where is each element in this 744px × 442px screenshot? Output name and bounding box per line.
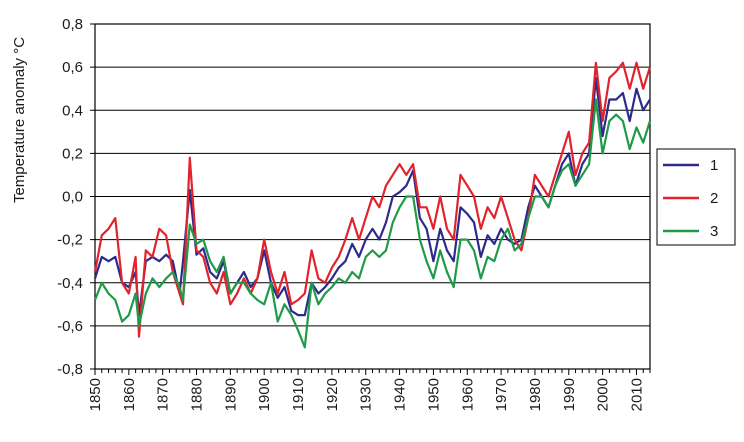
y-tick-label: 0,6: [62, 59, 83, 76]
x-tick-label: 1880: [189, 378, 206, 411]
x-tick-label: 1960: [459, 378, 476, 411]
y-tick-label: -0,2: [57, 232, 83, 249]
series-line-3: [93, 98, 652, 349]
x-tick-label: 1860: [121, 378, 138, 411]
y-tick-label: 0,4: [62, 102, 83, 119]
legend: 1 2 3: [656, 148, 736, 246]
x-tick-label: 1910: [290, 378, 307, 411]
y-tick-label: -0,4: [57, 275, 83, 292]
x-tick-label: 1970: [493, 378, 510, 411]
legend-label: 2: [710, 190, 718, 207]
series-lines: [93, 61, 652, 349]
y-tick-label: 0,2: [62, 145, 83, 162]
x-tick-label: 1850: [87, 378, 104, 411]
x-tick-label: 1870: [155, 378, 172, 411]
x-tick-label: 1920: [324, 378, 341, 411]
y-axis-ticks: -0,8 -0,6 -0,4 -0,2 0,0 0,2 0,4 0,6 0,8: [57, 16, 95, 378]
x-tick-label: 1900: [256, 378, 273, 411]
y-tick-label: 0,0: [62, 189, 83, 206]
y-tick-label: 0,8: [62, 16, 83, 33]
x-tick-label: 1890: [222, 378, 239, 411]
y-axis-title: Temperature anomaly °C: [11, 37, 28, 203]
series-line-2: [93, 61, 652, 338]
legend-label: 1: [710, 157, 718, 174]
y-tick-label: -0,6: [57, 318, 83, 335]
x-tick-label: 1940: [392, 378, 409, 411]
x-axis-ticks: 1850 1860 1870 1880 1890 1900 1910 1920 1930 1940…: [87, 369, 651, 411]
legend-label: 3: [710, 223, 718, 240]
x-tick-label: 2010: [628, 378, 645, 411]
x-tick-label: 1980: [527, 378, 544, 411]
x-tick-label: 1950: [425, 378, 442, 411]
x-tick-label: 2000: [595, 378, 612, 411]
x-tick-label: 1990: [561, 378, 578, 411]
y-tick-label: -0,8: [57, 361, 83, 378]
x-tick-label: 1930: [358, 378, 375, 411]
